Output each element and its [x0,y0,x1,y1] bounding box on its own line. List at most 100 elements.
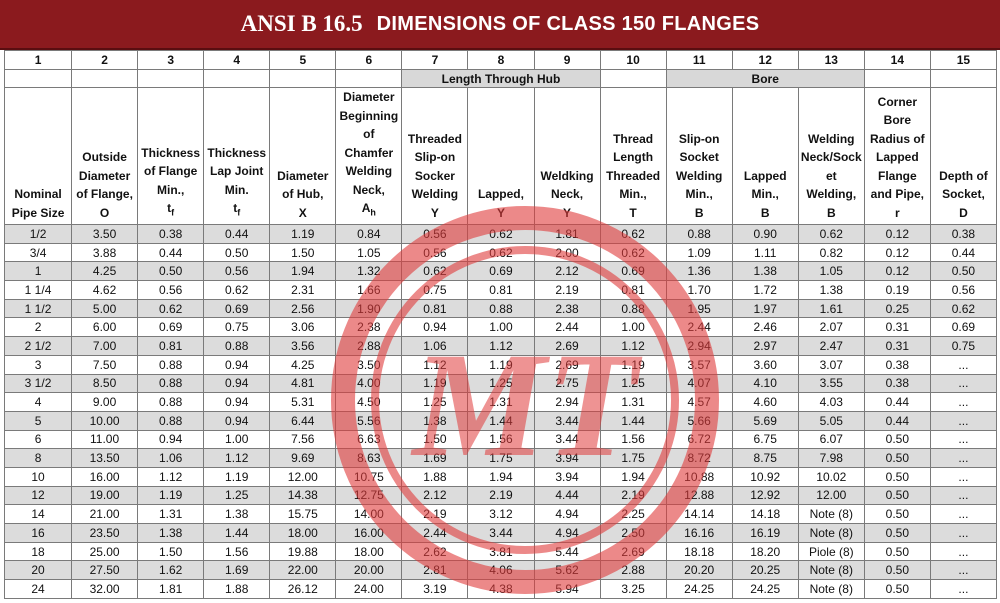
column-number-8: 8 [467,50,535,70]
table-cell: 0.56 [401,242,469,263]
header-line: Lapped, [477,187,524,201]
table-cell: 4.62 [71,280,139,300]
table-cell: 1.56 [203,541,271,562]
table-cell: 0.50 [929,261,998,282]
table-cell: 0.94 [203,354,271,375]
table-cell: 4.50 [335,392,403,412]
table-cell: 0.62 [467,242,535,263]
table-cell: 2.69 [533,354,601,375]
table-cell: 1.06 [401,336,469,356]
column-header-3: Thickness of Flange Min., tf [137,87,205,225]
table-cell: 0.31 [863,317,931,338]
table-cell: 4.94 [533,523,601,543]
table-cell: 10.02 [797,466,865,487]
table-cell: 14.00 [335,504,403,524]
table-cell: 0.81 [401,298,469,319]
table-cell: 1.72 [731,280,799,300]
nominal-pipe-size-cell: 2 1/2 [3,336,73,356]
column-header-8: Lapped, Y [467,87,535,225]
table-cell: 0.62 [599,224,667,244]
table-cell: 2.19 [533,280,601,300]
table-cell: 1.31 [599,392,667,412]
table-cell: 3.60 [731,354,799,375]
table-cell: Piole (8) [797,541,865,562]
table-cell: 3.94 [533,466,601,487]
nominal-pipe-size-cell: 18 [3,541,73,562]
table-cell: 1.00 [467,317,535,338]
header-line: Thread [613,131,654,146]
table-cell: 22.00 [269,560,337,581]
header-line: Diameter [277,168,329,183]
header-line: Beginning [339,108,399,123]
header-line: Y [430,205,439,220]
table-cell: 0.50 [863,466,931,487]
table-cell: 14.38 [269,485,337,506]
header-line: Min., [751,187,779,201]
table-cell: 1.97 [731,298,799,319]
table-cell: 4.00 [335,373,403,394]
table-cell: 10.92 [731,466,799,487]
column-number-13: 13 [797,50,865,70]
table-cell: 0.62 [599,242,667,263]
column-number-1: 1 [3,50,73,70]
table-cell: 0.50 [863,541,931,562]
table-cell: 12.00 [269,466,337,487]
table-cell: 1.09 [665,242,733,263]
nominal-pipe-size-cell: 16 [3,523,73,543]
table-cell: 2.88 [599,560,667,581]
table-cell: 3.44 [467,523,535,543]
header-line: Depth of [939,168,988,183]
table-cell: 1.70 [665,280,733,300]
table-body: 1/2 3.50 0.38 0.44 1.19 0.84 0.56 0.62 1.81 0.62 0… [3,224,998,599]
table-cell: ... [929,410,998,431]
table-cell: 3.57 [665,354,733,375]
header-line: Socker [414,168,455,183]
table-cell: 1.94 [467,466,535,487]
table-row: 5 10.00 0.88 0.94 6.44 5.56 1.38 1.44 3.44 1.44 5.… [3,410,998,431]
nominal-pipe-size-cell: 1 [3,261,73,282]
column-header-6: Diameter Beginning of Chamfer Welding Neck, Ah [335,87,403,225]
table-cell: 18.00 [269,523,337,543]
table-cell: 11.00 [71,429,139,450]
header-line: Welding [675,168,723,183]
column-number-4: 4 [203,50,271,70]
header-line: Lap Joint [210,164,264,179]
table-row: 3 1/2 8.50 0.88 0.94 4.81 4.00 1.19 1.25 2.75 1.2… [3,373,998,394]
table-cell: 12.88 [665,485,733,506]
table-cell: 1.19 [401,373,469,394]
table-cell: 4.81 [269,373,337,394]
header-line: of Flange [143,164,198,179]
header-line: Threaded [606,168,661,183]
table-cell: 1.19 [203,466,271,487]
table-cell: 3.19 [401,579,469,599]
table-cell: 3.06 [269,317,337,338]
table-cell: 16.00 [71,466,139,487]
table-cell: 1.44 [467,410,535,431]
table-cell: 0.81 [137,336,205,356]
table-row: 10 16.00 1.12 1.19 12.00 10.75 1.88 1.94 3.94 1.9… [3,466,998,487]
table-cell: ... [929,523,998,543]
table-cell: 1.31 [137,504,205,524]
table-cell: 19.00 [71,485,139,506]
table-cell: 15.75 [269,504,337,524]
header-line: Flange [878,168,917,183]
table-cell: 2.31 [269,280,337,300]
nominal-pipe-size-cell: 8 [3,448,73,468]
table-cell: 1.25 [467,373,535,394]
table-cell: 1.12 [203,448,271,468]
table-cell: 1.32 [335,261,403,282]
table-cell: 10.88 [665,466,733,487]
table-cell: 2.97 [731,336,799,356]
column-number-2: 2 [71,50,139,70]
table-row: 24 32.00 1.81 1.88 26.12 24.00 3.19 4.38 5.94 3.2… [3,579,998,599]
header-line: Chamfer [344,145,394,160]
group-empty-cell [3,69,73,88]
table-cell: 16.19 [731,523,799,543]
table-row: 16 23.50 1.38 1.44 18.00 16.00 2.44 3.44 4.94 2.5… [3,523,998,543]
header-line: Welding [808,131,855,146]
table-cell: 0.50 [203,242,271,263]
column-number-3: 3 [137,50,205,70]
table-cell: 1.56 [467,429,535,450]
column-header-10: Thread Length Threaded Min., T [599,87,667,225]
table-cell: 1.69 [203,560,271,581]
